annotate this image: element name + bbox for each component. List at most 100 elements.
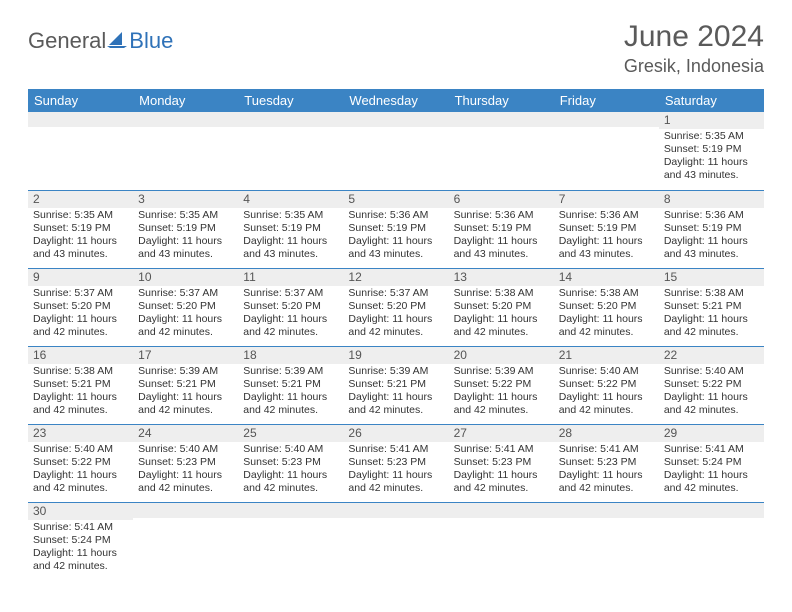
day-number: 12 [343,269,448,286]
weekday-header-row: SundayMondayTuesdayWednesdayThursdayFrid… [28,89,764,112]
sunset-line: Sunset: 5:23 PM [243,456,321,468]
brand-part2: Blue [129,28,173,54]
brand-logo: General Blue [28,28,173,54]
day-number: 15 [659,269,764,286]
daylight-line: Daylight: 11 hours and 43 minutes. [559,235,643,260]
sunrise-line: Sunrise: 5:39 AM [454,365,534,377]
daylight-line: Daylight: 11 hours and 42 minutes. [559,313,643,338]
sunset-line: Sunset: 5:20 PM [348,300,426,312]
calendar-cell: 20Sunrise: 5:39 AMSunset: 5:22 PMDayligh… [449,346,554,424]
daylight-line: Daylight: 11 hours and 42 minutes. [138,469,222,494]
sunrise-line: Sunrise: 5:37 AM [348,287,428,299]
weekday-header: Tuesday [238,89,343,112]
calendar-cell: 27Sunrise: 5:41 AMSunset: 5:23 PMDayligh… [449,424,554,502]
sunset-line: Sunset: 5:22 PM [454,378,532,390]
daylight-line: Daylight: 11 hours and 42 minutes. [33,547,117,572]
day-info-empty [449,518,554,573]
day-number-empty [659,503,764,518]
day-number-empty [133,112,238,127]
sunrise-line: Sunrise: 5:36 AM [559,209,639,221]
calendar-cell: 16Sunrise: 5:38 AMSunset: 5:21 PMDayligh… [28,346,133,424]
daylight-line: Daylight: 11 hours and 42 minutes. [243,469,327,494]
calendar-cell: 29Sunrise: 5:41 AMSunset: 5:24 PMDayligh… [659,424,764,502]
day-info: Sunrise: 5:41 AMSunset: 5:23 PMDaylight:… [343,442,448,498]
calendar-cell: 12Sunrise: 5:37 AMSunset: 5:20 PMDayligh… [343,268,448,346]
day-info-empty [659,518,764,573]
calendar-cell: 8Sunrise: 5:36 AMSunset: 5:19 PMDaylight… [659,190,764,268]
day-info-empty [133,518,238,573]
day-number: 8 [659,191,764,208]
daylight-line: Daylight: 11 hours and 42 minutes. [348,469,432,494]
calendar-cell [554,502,659,580]
calendar-cell [449,112,554,190]
day-info: Sunrise: 5:40 AMSunset: 5:22 PMDaylight:… [659,364,764,420]
day-info: Sunrise: 5:36 AMSunset: 5:19 PMDaylight:… [449,208,554,264]
sunrise-line: Sunrise: 5:39 AM [348,365,428,377]
sunset-line: Sunset: 5:19 PM [454,222,532,234]
sunrise-line: Sunrise: 5:41 AM [33,521,113,533]
calendar-table: SundayMondayTuesdayWednesdayThursdayFrid… [28,89,764,580]
sunset-line: Sunset: 5:19 PM [243,222,321,234]
sail-icon [107,28,127,54]
day-number: 26 [343,425,448,442]
day-info: Sunrise: 5:36 AMSunset: 5:19 PMDaylight:… [659,208,764,264]
sunset-line: Sunset: 5:19 PM [664,222,742,234]
daylight-line: Daylight: 11 hours and 42 minutes. [33,391,117,416]
sunrise-line: Sunrise: 5:37 AM [138,287,218,299]
sunset-line: Sunset: 5:23 PM [559,456,637,468]
calendar-row: 23Sunrise: 5:40 AMSunset: 5:22 PMDayligh… [28,424,764,502]
sunrise-line: Sunrise: 5:36 AM [454,209,534,221]
sunrise-line: Sunrise: 5:37 AM [33,287,113,299]
weekday-header: Sunday [28,89,133,112]
day-number-empty [554,503,659,518]
day-number: 7 [554,191,659,208]
sunset-line: Sunset: 5:20 PM [138,300,216,312]
calendar-cell: 4Sunrise: 5:35 AMSunset: 5:19 PMDaylight… [238,190,343,268]
day-info-empty [133,127,238,182]
day-info: Sunrise: 5:39 AMSunset: 5:21 PMDaylight:… [133,364,238,420]
daylight-line: Daylight: 11 hours and 42 minutes. [454,469,538,494]
day-number: 2 [28,191,133,208]
day-info-empty [343,518,448,573]
day-info: Sunrise: 5:35 AMSunset: 5:19 PMDaylight:… [133,208,238,264]
sunrise-line: Sunrise: 5:35 AM [138,209,218,221]
day-number: 14 [554,269,659,286]
day-number: 16 [28,347,133,364]
page-header: General Blue June 2024 Gresik, Indonesia [28,20,764,77]
daylight-line: Daylight: 11 hours and 43 minutes. [138,235,222,260]
sunrise-line: Sunrise: 5:36 AM [348,209,428,221]
sunset-line: Sunset: 5:19 PM [33,222,111,234]
calendar-cell [238,112,343,190]
calendar-row: 9Sunrise: 5:37 AMSunset: 5:20 PMDaylight… [28,268,764,346]
day-info: Sunrise: 5:38 AMSunset: 5:20 PMDaylight:… [554,286,659,342]
day-number: 23 [28,425,133,442]
day-info: Sunrise: 5:38 AMSunset: 5:20 PMDaylight:… [449,286,554,342]
calendar-row: 1Sunrise: 5:35 AMSunset: 5:19 PMDaylight… [28,112,764,190]
day-number-empty [449,503,554,518]
calendar-cell: 28Sunrise: 5:41 AMSunset: 5:23 PMDayligh… [554,424,659,502]
calendar-cell: 25Sunrise: 5:40 AMSunset: 5:23 PMDayligh… [238,424,343,502]
daylight-line: Daylight: 11 hours and 42 minutes. [559,391,643,416]
sunset-line: Sunset: 5:20 PM [559,300,637,312]
calendar-cell: 3Sunrise: 5:35 AMSunset: 5:19 PMDaylight… [133,190,238,268]
daylight-line: Daylight: 11 hours and 42 minutes. [243,391,327,416]
calendar-row: 16Sunrise: 5:38 AMSunset: 5:21 PMDayligh… [28,346,764,424]
daylight-line: Daylight: 11 hours and 43 minutes. [33,235,117,260]
day-number: 22 [659,347,764,364]
day-info: Sunrise: 5:40 AMSunset: 5:22 PMDaylight:… [28,442,133,498]
day-number: 30 [28,503,133,520]
day-info: Sunrise: 5:38 AMSunset: 5:21 PMDaylight:… [659,286,764,342]
day-info-empty [554,518,659,573]
day-number: 1 [659,112,764,129]
sunset-line: Sunset: 5:20 PM [33,300,111,312]
sunrise-line: Sunrise: 5:41 AM [348,443,428,455]
day-info-empty [28,127,133,182]
day-info: Sunrise: 5:41 AMSunset: 5:23 PMDaylight:… [449,442,554,498]
day-info: Sunrise: 5:37 AMSunset: 5:20 PMDaylight:… [238,286,343,342]
day-number: 4 [238,191,343,208]
sunrise-line: Sunrise: 5:40 AM [33,443,113,455]
calendar-cell: 1Sunrise: 5:35 AMSunset: 5:19 PMDaylight… [659,112,764,190]
sunrise-line: Sunrise: 5:38 AM [559,287,639,299]
day-number: 25 [238,425,343,442]
sunset-line: Sunset: 5:20 PM [454,300,532,312]
